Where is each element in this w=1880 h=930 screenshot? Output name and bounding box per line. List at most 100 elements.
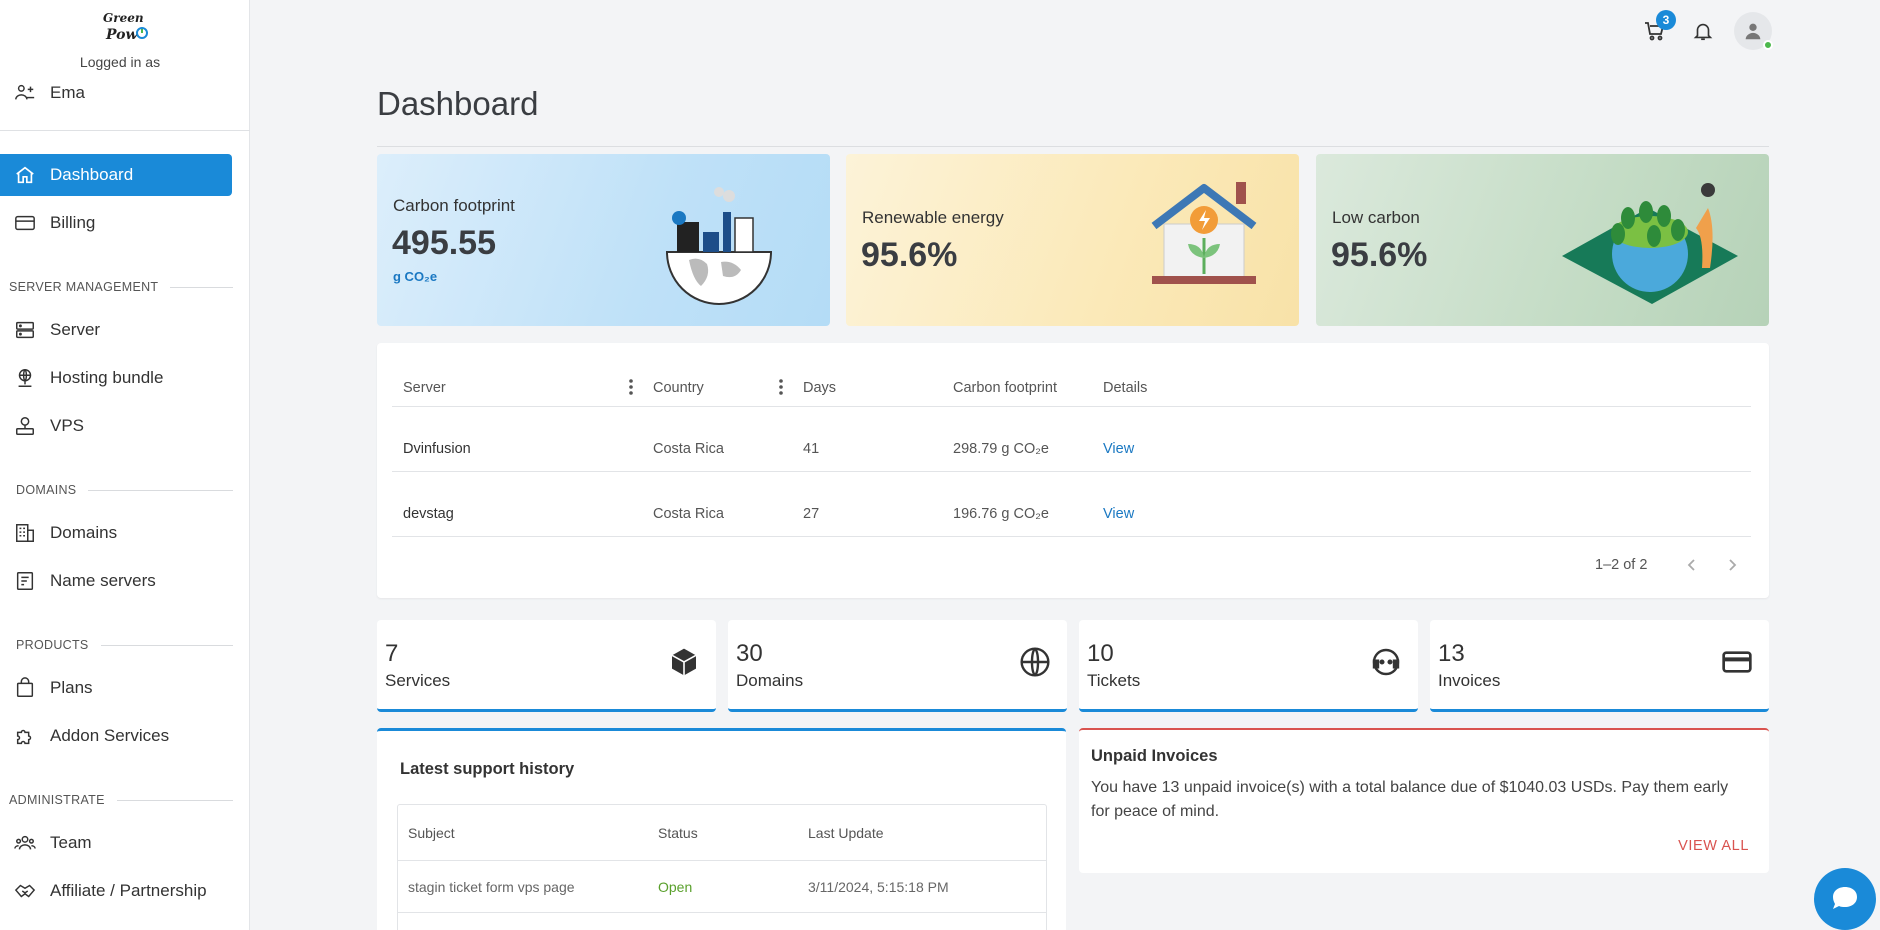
bell-icon: [1693, 23, 1713, 41]
user-name: Ema: [50, 83, 85, 102]
chat-launcher-button[interactable]: [1814, 868, 1876, 930]
sidebar-item-label: Server: [50, 320, 101, 339]
column-menu-icon[interactable]: [773, 377, 789, 397]
support-history-card: Latest support history Subject Status La…: [377, 728, 1066, 930]
credit-card-icon: [15, 215, 35, 231]
services-count: 7: [385, 640, 399, 667]
column-header-server[interactable]: Server: [403, 380, 446, 396]
online-status-dot: [1763, 40, 1773, 50]
column-header-carbon-footprint[interactable]: Carbon footprint: [953, 380, 1057, 396]
sidebar-divider: [0, 130, 250, 131]
sidebar-item-label: Name servers: [50, 571, 156, 590]
low-carbon-value: 95.6%: [1331, 236, 1428, 274]
pagination-label: 1–2 of 2: [1595, 557, 1648, 573]
view-details-link[interactable]: View: [1103, 441, 1135, 457]
carbon-footprint-card: Carbon footprint 495.55 g CO₂e: [377, 154, 830, 326]
ticket-subject-link[interactable]: stagin ticket form vps page: [408, 879, 575, 895]
sidebar-item-name-servers[interactable]: Name servers: [0, 560, 232, 602]
sidebar-item-domains[interactable]: Domains: [0, 512, 232, 554]
column-header-details[interactable]: Details: [1103, 380, 1148, 396]
table-divider: [398, 860, 1046, 861]
table-cell-carbon: 298.79 g CO₂e: [953, 441, 1049, 457]
tickets-count: 10: [1087, 640, 1114, 667]
sidebar-item-label: Dashboard: [50, 165, 134, 184]
view-details-link[interactable]: View: [1103, 506, 1135, 522]
logged-in-label: Logged in as: [79, 54, 161, 70]
low-carbon-card: Low carbon 95.6%: [1316, 154, 1769, 326]
sidebar-item-team[interactable]: Team: [0, 822, 232, 864]
invoices-count-card[interactable]: 13 Invoices: [1430, 620, 1769, 712]
notifications-button[interactable]: [1686, 14, 1720, 48]
table-cell-server: Dvinfusion: [403, 441, 471, 457]
column-header-status[interactable]: Status: [658, 825, 698, 841]
column-header-country[interactable]: Country: [653, 380, 704, 396]
sidebar-item-label: Domains: [50, 523, 118, 542]
current-user[interactable]: Ema: [14, 82, 85, 104]
support-table: Subject Status Last Update stagin ticket…: [397, 804, 1047, 930]
sidebar-item-hosting-bundle[interactable]: Hosting bundle: [0, 357, 232, 399]
document-list-icon: [16, 572, 34, 590]
column-header-days[interactable]: Days: [803, 380, 837, 396]
cart-button[interactable]: 3: [1638, 10, 1676, 48]
low-carbon-label: Low carbon: [1332, 208, 1420, 227]
server-table-card: Server Country Days Carbon footprint Det…: [377, 343, 1769, 598]
sidebar-item-server[interactable]: Server: [0, 309, 232, 351]
svg-text:Pow: Pow: [105, 27, 138, 43]
section-domains: DOMAINS: [9, 483, 233, 497]
vps-icon: [16, 417, 34, 435]
invoices-count: 13: [1438, 640, 1465, 667]
unpaid-invoices-card: Unpaid Invoices You have 13 unpaid invoi…: [1079, 728, 1769, 873]
server-icon: [16, 321, 34, 339]
table-divider: [392, 471, 1751, 472]
chevron-left-icon[interactable]: [1682, 555, 1702, 575]
unpaid-invoices-message: You have 13 unpaid invoice(s) with a tot…: [1091, 779, 1729, 820]
sidebar-item-affiliate[interactable]: Affiliate / Partnership: [0, 870, 232, 912]
polluted-earth-illustration: [665, 187, 773, 305]
sidebar-item-plans[interactable]: Plans: [0, 667, 232, 709]
renewable-energy-label: Renewable energy: [862, 208, 1004, 227]
sidebar-item-billing[interactable]: Billing: [0, 202, 232, 244]
column-header-subject[interactable]: Subject: [408, 825, 455, 841]
services-count-card[interactable]: 7 Services: [377, 620, 716, 712]
users-switch-icon: [15, 84, 35, 100]
tickets-count-card[interactable]: 10 Tickets: [1079, 620, 1418, 712]
section-products: PRODUCTS: [9, 638, 233, 652]
avatar[interactable]: [1734, 12, 1773, 50]
cart-count-badge: 3: [1656, 10, 1676, 30]
sidebar-item-label: VPS: [50, 416, 85, 435]
handshake-icon: [14, 884, 36, 898]
sidebar-item-dashboard[interactable]: Dashboard: [0, 154, 232, 196]
home-icon: [16, 166, 34, 184]
sidebar-item-label: Team: [50, 833, 92, 852]
support-agent-icon: [1372, 648, 1400, 676]
column-menu-icon[interactable]: [623, 377, 639, 397]
column-header-last-update[interactable]: Last Update: [808, 825, 884, 841]
view-all-invoices-button[interactable]: VIEW ALL: [1678, 838, 1749, 854]
chevron-right-icon[interactable]: [1722, 555, 1742, 575]
credit-card-icon: [1722, 651, 1752, 673]
sidebar: Green Pow Logged in as Ema Dashboard Bil…: [0, 0, 250, 930]
ticket-status-badge: Open: [658, 879, 693, 895]
svg-text:Green: Green: [103, 11, 144, 25]
renewable-energy-card: Renewable energy 95.6%: [846, 154, 1299, 326]
green-house-illustration: [1151, 182, 1257, 284]
sidebar-item-label: Billing: [50, 213, 96, 232]
sidebar-item-label: Addon Services: [50, 726, 170, 745]
sidebar-item-label: Hosting bundle: [50, 368, 164, 387]
domains-count: 30: [736, 640, 763, 667]
domains-label: Domains: [736, 671, 804, 690]
cube-icon: [671, 648, 697, 676]
domains-count-card[interactable]: 30 Domains: [728, 620, 1067, 712]
table-cell-days: 27: [803, 506, 820, 522]
invoices-label: Invoices: [1438, 671, 1501, 690]
unpaid-invoices-title: Unpaid Invoices: [1091, 747, 1218, 765]
puzzle-icon: [16, 729, 32, 745]
carbon-footprint-unit: g CO₂e: [393, 269, 438, 284]
greenpow-logo[interactable]: Green Pow: [100, 8, 150, 44]
sidebar-item-addon-services[interactable]: Addon Services: [0, 715, 232, 757]
table-cell-country: Costa Rica: [653, 506, 724, 522]
table-cell-days: 41: [803, 441, 820, 457]
table-divider: [392, 406, 1751, 407]
sidebar-item-vps[interactable]: VPS: [0, 405, 232, 447]
renewable-energy-value: 95.6%: [861, 236, 958, 274]
